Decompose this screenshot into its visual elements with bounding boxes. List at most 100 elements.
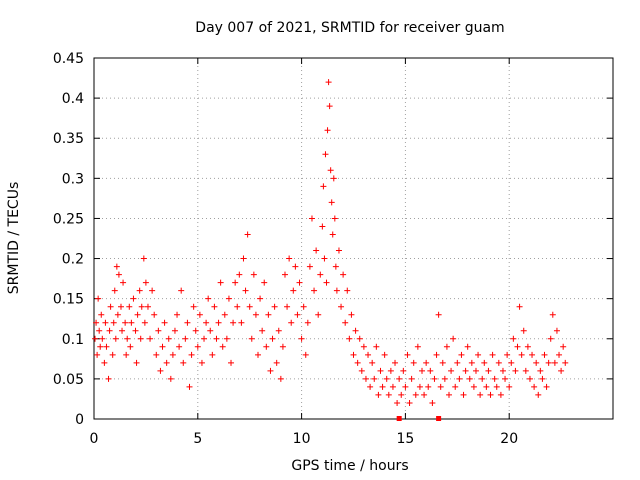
data-point [178, 287, 185, 294]
data-point [481, 359, 488, 366]
data-point [94, 351, 101, 358]
data-point [526, 375, 533, 382]
data-point [419, 367, 426, 374]
data-point [124, 335, 131, 342]
data-point [398, 391, 405, 398]
data-point [155, 327, 162, 334]
data-point [259, 327, 266, 334]
data-point [377, 367, 384, 374]
data-point [111, 287, 118, 294]
y-tick-label: 0.15 [53, 292, 84, 308]
data-point [126, 303, 133, 310]
data-point [468, 359, 475, 366]
data-point [165, 335, 172, 342]
data-point [263, 343, 270, 350]
data-point [360, 343, 367, 350]
data-point [404, 351, 411, 358]
data-point [308, 215, 315, 222]
data-point [497, 391, 504, 398]
data-point [174, 311, 181, 318]
data-point [423, 359, 430, 366]
data-point [483, 383, 490, 390]
data-point [443, 343, 450, 350]
data-point [188, 351, 195, 358]
data-point [138, 303, 145, 310]
data-point [97, 343, 104, 350]
data-point [402, 383, 409, 390]
data-point [556, 351, 563, 358]
data-point [518, 351, 525, 358]
data-point [373, 343, 380, 350]
data-point [275, 327, 282, 334]
data-point [112, 335, 119, 342]
data-point [524, 343, 531, 350]
data-point [273, 359, 280, 366]
data-point [487, 391, 494, 398]
data-point [371, 375, 378, 382]
data-point [416, 383, 423, 390]
data-point [292, 263, 299, 270]
data-point [304, 319, 311, 326]
data-point [171, 327, 178, 334]
data-point [340, 271, 347, 278]
data-point [551, 359, 558, 366]
data-point [137, 335, 144, 342]
data-point [385, 391, 392, 398]
data-point [553, 327, 560, 334]
data-point [161, 319, 168, 326]
data-point [176, 343, 183, 350]
data-point [429, 399, 436, 406]
data-point [338, 303, 345, 310]
data-point [323, 279, 330, 286]
data-point [194, 343, 201, 350]
data-point [92, 335, 99, 342]
data-point [290, 287, 297, 294]
data-point [306, 263, 313, 270]
data-point [485, 367, 492, 374]
data-point [489, 351, 496, 358]
grid-lines [94, 58, 613, 419]
data-point [186, 383, 193, 390]
data-point [458, 351, 465, 358]
data-point [114, 311, 121, 318]
data-point [514, 343, 521, 350]
data-point [246, 303, 253, 310]
y-axis-label: SRMTID / TECUs [6, 182, 22, 295]
data-point [279, 343, 286, 350]
data-point [502, 375, 509, 382]
data-point [313, 247, 320, 254]
data-point [203, 319, 210, 326]
data-point [348, 311, 355, 318]
data-point [284, 303, 291, 310]
data-point [221, 311, 228, 318]
data-point [479, 375, 486, 382]
data-point [149, 287, 156, 294]
data-point [217, 279, 224, 286]
data-point [244, 231, 251, 238]
data-point [328, 199, 335, 206]
data-point [356, 335, 363, 342]
data-point [406, 399, 413, 406]
data-point [248, 335, 255, 342]
data-point [182, 335, 189, 342]
data-point [495, 359, 502, 366]
data-point [257, 295, 264, 302]
data-point [180, 359, 187, 366]
y-tick-label: 0.25 [53, 211, 84, 227]
data-point [151, 311, 158, 318]
data-point [209, 351, 216, 358]
data-point [541, 351, 548, 358]
data-point [475, 351, 482, 358]
data-point [408, 375, 415, 382]
data-point [190, 303, 197, 310]
data-point [499, 367, 506, 374]
data-point [539, 375, 546, 382]
data-point [277, 375, 284, 382]
data-point [327, 167, 334, 174]
data-point [332, 263, 339, 270]
x-axis-ticks: 0 5 10 15 20 [90, 58, 518, 447]
data-point [450, 335, 457, 342]
data-point [381, 351, 388, 358]
data-point [211, 303, 218, 310]
data-point [240, 255, 247, 262]
